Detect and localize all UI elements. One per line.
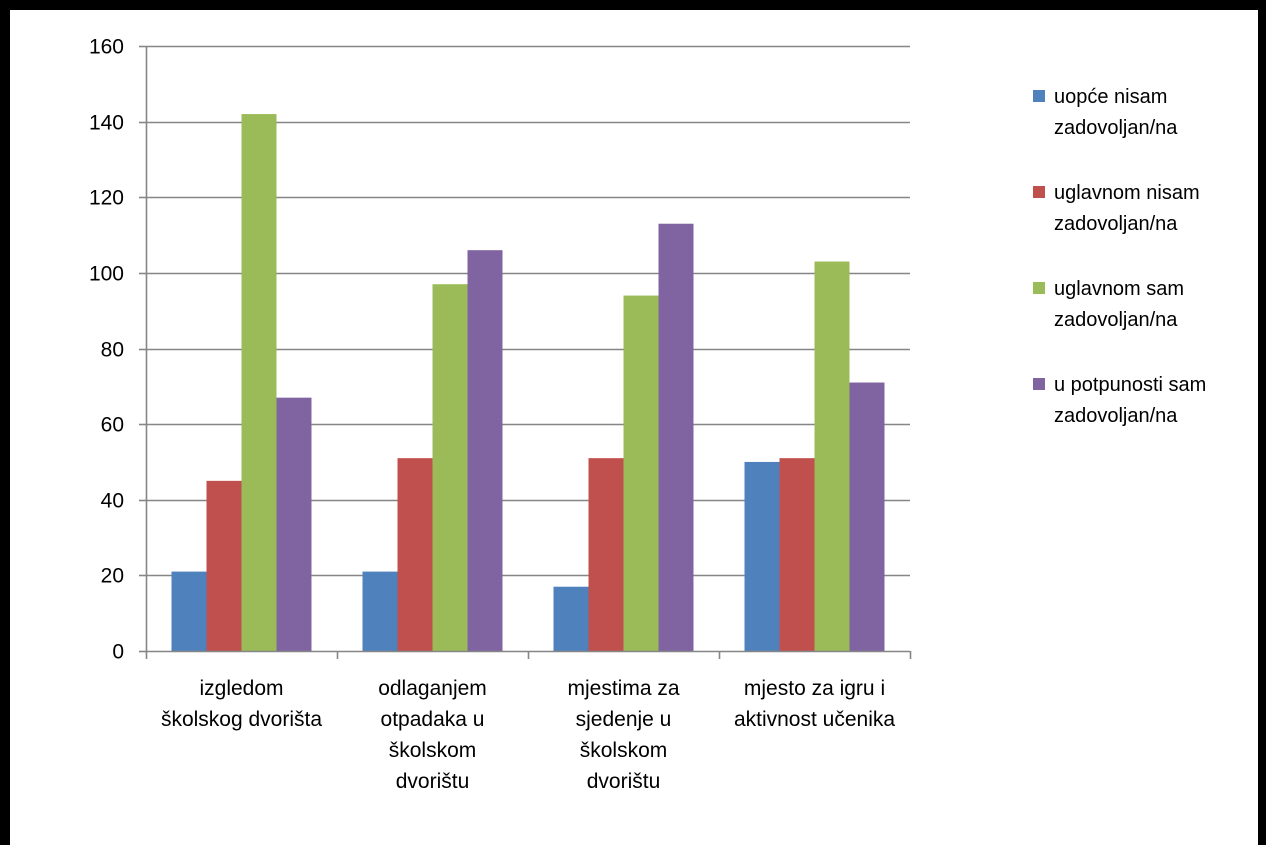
y-tick-label: 0 [112,641,124,664]
bar [241,114,277,651]
bar [779,458,815,651]
legend-label: uopće nisam zadovoljan/na [1054,86,1178,139]
category-label: mjestima za sjedenje u školskom dvorištu [567,677,679,793]
y-tick-label: 60 [101,414,124,437]
legend-swatch [1033,186,1045,198]
category-label: odlaganjem otpadaka u školskom dvorištu [378,677,487,793]
legend-swatch [1033,282,1045,294]
bar [814,261,850,651]
x-axis-category-labels: izgledom školskog dvorišta odlaganjem otpad… [161,677,895,793]
legend-swatch [1033,378,1045,390]
bars [171,114,885,651]
bar [744,461,780,651]
axes [139,45,912,659]
y-tick-label: 140 [89,112,124,135]
bar [467,250,503,651]
y-tick-label: 120 [89,187,124,210]
legend-swatch [1033,90,1045,102]
y-tick-label: 20 [101,565,124,588]
category-label: izgledom školskog dvorišta [161,677,322,731]
bar [432,284,468,651]
y-tick-label: 80 [101,339,124,362]
legend-label: uglavnom sam zadovoljan/na [1054,278,1184,331]
bar [588,458,624,651]
bar [397,458,433,651]
y-axis-tick-labels: 0 20 40 60 80 100 120 140 160 [89,36,124,664]
bar [658,223,694,651]
category-label: mjesto za igru i aktivnost učenika [734,677,895,731]
bar [553,586,589,651]
bar [276,397,312,651]
legend: uopće nisam zadovoljan/na uglavnom nisam za… [1033,86,1206,427]
bar [362,571,398,651]
bar [206,480,242,651]
y-tick-label: 100 [89,263,124,286]
bar [849,382,885,651]
y-tick-label: 160 [89,36,124,59]
legend-label: uglavnom nisam zadovoljan/na [1054,182,1200,235]
bar [171,571,207,651]
legend-label: u potpunosti sam zadovoljan/na [1054,374,1206,427]
bar [623,295,659,651]
y-tick-label: 40 [101,490,124,513]
